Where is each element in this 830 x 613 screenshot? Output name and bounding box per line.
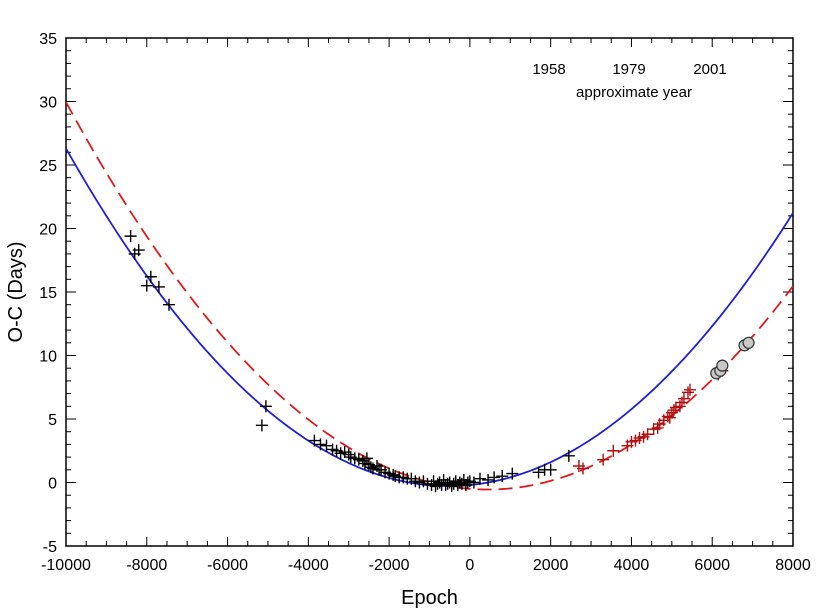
data-points [124,230,755,493]
y-tick-label: 20 [39,222,57,239]
y-tick-label: 35 [39,31,57,48]
x-tick-label: 0 [465,557,474,574]
timing-plus-marker [506,467,519,480]
x-tick-label: -6000 [207,557,248,574]
axis-ticks [65,37,794,547]
timing-plus-marker [124,230,137,243]
year-label-3: 2001 [693,61,726,78]
x-tick-label: 8000 [775,557,811,574]
timing-plus-marker [255,419,268,432]
y-tick-label: 0 [48,476,57,493]
plot-frame [65,37,794,547]
y-tick-label: 30 [39,95,57,112]
x-tick-label: -4000 [288,557,329,574]
timing-plus-marker [314,438,327,451]
timing-plus-marker [684,383,697,396]
approximate-year-caption: approximate year [576,84,692,101]
timing-plus-marker [259,400,272,413]
x-tick-label: -2000 [369,557,410,574]
timing-plus-marker [597,453,610,466]
x-tick-label: -10000 [41,557,91,574]
timing-plus-marker [308,434,321,447]
timing-plus-marker [562,449,575,462]
timing-plus-marker [152,280,165,293]
x-tick-label: -8000 [126,557,167,574]
timing-plus-marker [544,463,557,476]
x-tick-label: 6000 [694,557,730,574]
timing-plus-marker [132,244,145,257]
timing-plus-marker [320,439,333,452]
timing-plus-marker [677,392,690,405]
fit-curve-solid [66,148,793,487]
year-label-1: 1958 [532,61,565,78]
timing-plus-marker [482,473,495,486]
x-tick-label: 4000 [614,557,650,574]
fit-curve-dashed [66,101,793,491]
timing-plus-marker [667,404,680,417]
year-label-2: 1979 [612,61,645,78]
timing-plus-marker [576,462,589,475]
observation-circle-marker [716,359,729,372]
y-tick-label: 25 [39,158,57,175]
observation-circle-marker [742,336,755,349]
timing-plus-marker [387,468,400,481]
timing-plus-marker [607,444,620,457]
y-axis-title: O-C (Days) [5,241,27,342]
fit-curves [66,101,793,491]
axis-labels: -10000 -8000 -6000 -4000 -2000 0 2000 4000 6000 8… [39,31,811,574]
y-tick-label: 10 [39,349,57,366]
timing-plus-marker [532,466,545,479]
y-tick-label: 5 [48,412,57,429]
timing-plus-marker [663,411,676,424]
timing-plus-marker [140,279,153,292]
timing-plus-marker [144,270,157,283]
timing-plus-marker [473,472,486,485]
timing-plus-marker [488,471,501,484]
timing-plus-marker [641,428,654,441]
timing-plus-marker [496,470,509,483]
timing-plus-marker [364,461,377,474]
y-tick-label: -5 [43,539,57,556]
timing-plus-marker [162,298,175,311]
x-axis-title: Epoch [401,587,458,609]
timing-plus-marker [360,452,373,465]
x-tick-label: 2000 [533,557,569,574]
timing-plus-marker [342,448,355,461]
y-tick-label: 15 [39,285,57,302]
timing-plus-marker [467,476,480,489]
timing-plus-marker [681,386,694,399]
